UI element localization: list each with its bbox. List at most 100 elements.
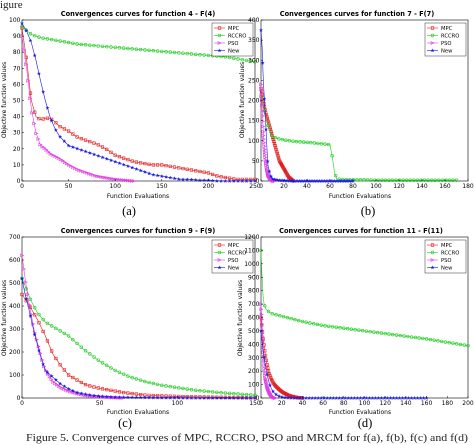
panel-a-point-mpc: [143, 161, 147, 166]
panel-a-point-rccro: [79, 42, 84, 47]
panel-c-point-pso: [64, 388, 69, 392]
panel-b-point-rccro: [444, 178, 448, 182]
panel-c-point-mpc: [71, 375, 75, 380]
panel-a-point-mpc: [130, 159, 134, 163]
panel-a-point-new: [202, 178, 207, 183]
panel-c-point-mpc: [54, 356, 58, 361]
panel-a-ytick-label: 80: [13, 49, 21, 56]
panel-a-point-mpc: [223, 175, 227, 180]
panel-a-point-rccro: [45, 37, 50, 41]
panel-d-point-pso: [273, 396, 278, 400]
panel-a-point-mpc: [54, 121, 58, 125]
panel-a-point-rccro: [41, 36, 45, 40]
panel-c-point-new: [125, 395, 130, 400]
panel-c-ytick-label: 500: [9, 280, 21, 287]
panel-b-point-rccro: [397, 178, 402, 182]
panel-a-point-pso: [54, 155, 59, 159]
panel-a-point-mpc: [194, 169, 198, 173]
panel-c-legend-label-mpc: MPC: [228, 243, 240, 249]
panel-c-point-rccro: [244, 392, 249, 397]
panel-b-point-rccro: [390, 178, 395, 182]
panel-d-point-pso: [261, 345, 266, 350]
panel-b: Convergences curves for function 7 - F(7…: [239, 10, 474, 218]
panel-a-point-pso: [46, 150, 51, 154]
panel-b-point-rccro: [309, 140, 313, 145]
panel-c-point-mpc: [88, 384, 92, 388]
panel-b-point-rccro: [429, 178, 434, 182]
panel-b-point-rccro: [408, 178, 412, 182]
panel-b-point-rccro: [287, 139, 292, 143]
panel-c-point-pso: [31, 322, 36, 326]
panel-c-point-mpc: [130, 391, 134, 396]
panel-b-point-mpc: [273, 144, 277, 148]
panel-b-point-rccro: [273, 135, 277, 140]
panel-a-point-rccro: [75, 42, 79, 46]
panel-a-xtick-label: 200: [203, 183, 215, 190]
panel-b-point-rccro: [394, 178, 398, 182]
panel-c-point-rccro: [117, 370, 122, 374]
panel-a-point-pso: [77, 168, 82, 172]
panel-a-point-new: [113, 159, 118, 164]
panel-b-point-rccro: [266, 123, 270, 128]
panel-b-point-rccro: [362, 178, 366, 182]
panel-a-point-rccro: [92, 43, 96, 48]
panel-a-point-rccro: [249, 59, 253, 63]
panel-d-point-mpc: [266, 369, 271, 373]
panel-c-point-new: [49, 374, 54, 378]
panel-c-ytick-label: 100: [9, 372, 21, 379]
panel-c-point-rccro: [143, 379, 147, 384]
panel-d-point-rccro: [274, 312, 278, 317]
panel-d: Convergences curves for function 11 - F(…: [237, 227, 474, 430]
panel-c-point-new: [134, 395, 139, 400]
figure-caption: Figure 5. Convergence curves of MPC, RCC…: [26, 432, 468, 444]
panel-a-point-new: [75, 146, 80, 151]
panel-d-point-new: [286, 395, 291, 400]
panel-a-ytick-label: 10: [13, 162, 21, 169]
panel-a-point-rccro: [96, 44, 100, 48]
panel-b-point-mpc: [276, 156, 281, 160]
panel-a-point-mpc: [33, 110, 37, 114]
panel-a-point-rccro: [138, 47, 143, 52]
panel-d-series-new: [259, 328, 429, 400]
panel-c-point-pso: [25, 292, 30, 297]
panel-a-point-mpc: [62, 127, 66, 131]
panel-a-point-mpc: [139, 161, 143, 165]
panel-a-point-rccro: [54, 38, 58, 43]
panel-b-point-rccro: [294, 139, 299, 144]
panel-b-ytick-label: 0: [256, 178, 260, 185]
panel-d-point-rccro: [406, 334, 410, 339]
panel-d-legend-marker-pso: [430, 258, 435, 262]
panel-c-legend-label-rccro: RCCRO: [228, 250, 246, 256]
panel-a-title: Convergences curves for function 4 - F(4…: [61, 10, 216, 18]
panel-c-point-pso: [77, 392, 82, 396]
panel-d-ytick-label: 900: [248, 274, 260, 281]
panel-b-point-rccro: [451, 178, 455, 182]
panel-d-xtick-label: 100: [359, 400, 371, 407]
panel-d-point-rccro: [349, 327, 354, 331]
panel-a-point-rccro: [206, 53, 211, 58]
panel-d-point-mpc: [265, 363, 269, 367]
panel-c-point-new: [87, 392, 92, 397]
panel-b-point-new: [259, 28, 263, 32]
panel-b-point-pso: [260, 108, 265, 113]
panel-a-point-mpc: [177, 166, 181, 170]
panel-c-point-mpc: [117, 390, 122, 394]
panel-b-ytick-label: 100: [248, 138, 260, 145]
panel-d-xtick-label: 80: [340, 400, 348, 407]
panel-c-point-new: [231, 396, 236, 400]
panel-d-point-pso: [259, 312, 264, 317]
panel-c-point-new: [172, 395, 177, 400]
panel-b-point-rccro: [380, 178, 384, 182]
panel-b-xtick-label: 100: [370, 183, 382, 190]
panel-c-point-rccro: [37, 312, 41, 317]
subfigure-label-b: (b): [361, 204, 376, 218]
panel-c-series-new: [20, 276, 257, 400]
panel-c-point-new: [219, 396, 224, 400]
panel-c-point-new: [92, 393, 97, 398]
panel-a-point-rccro: [109, 45, 113, 49]
panel-b-legend-label-pso: PSO: [441, 41, 452, 47]
panel-c-point-mpc: [109, 388, 113, 392]
panel-b-point-pso: [262, 140, 267, 145]
panel-c-point-pso: [55, 382, 60, 387]
